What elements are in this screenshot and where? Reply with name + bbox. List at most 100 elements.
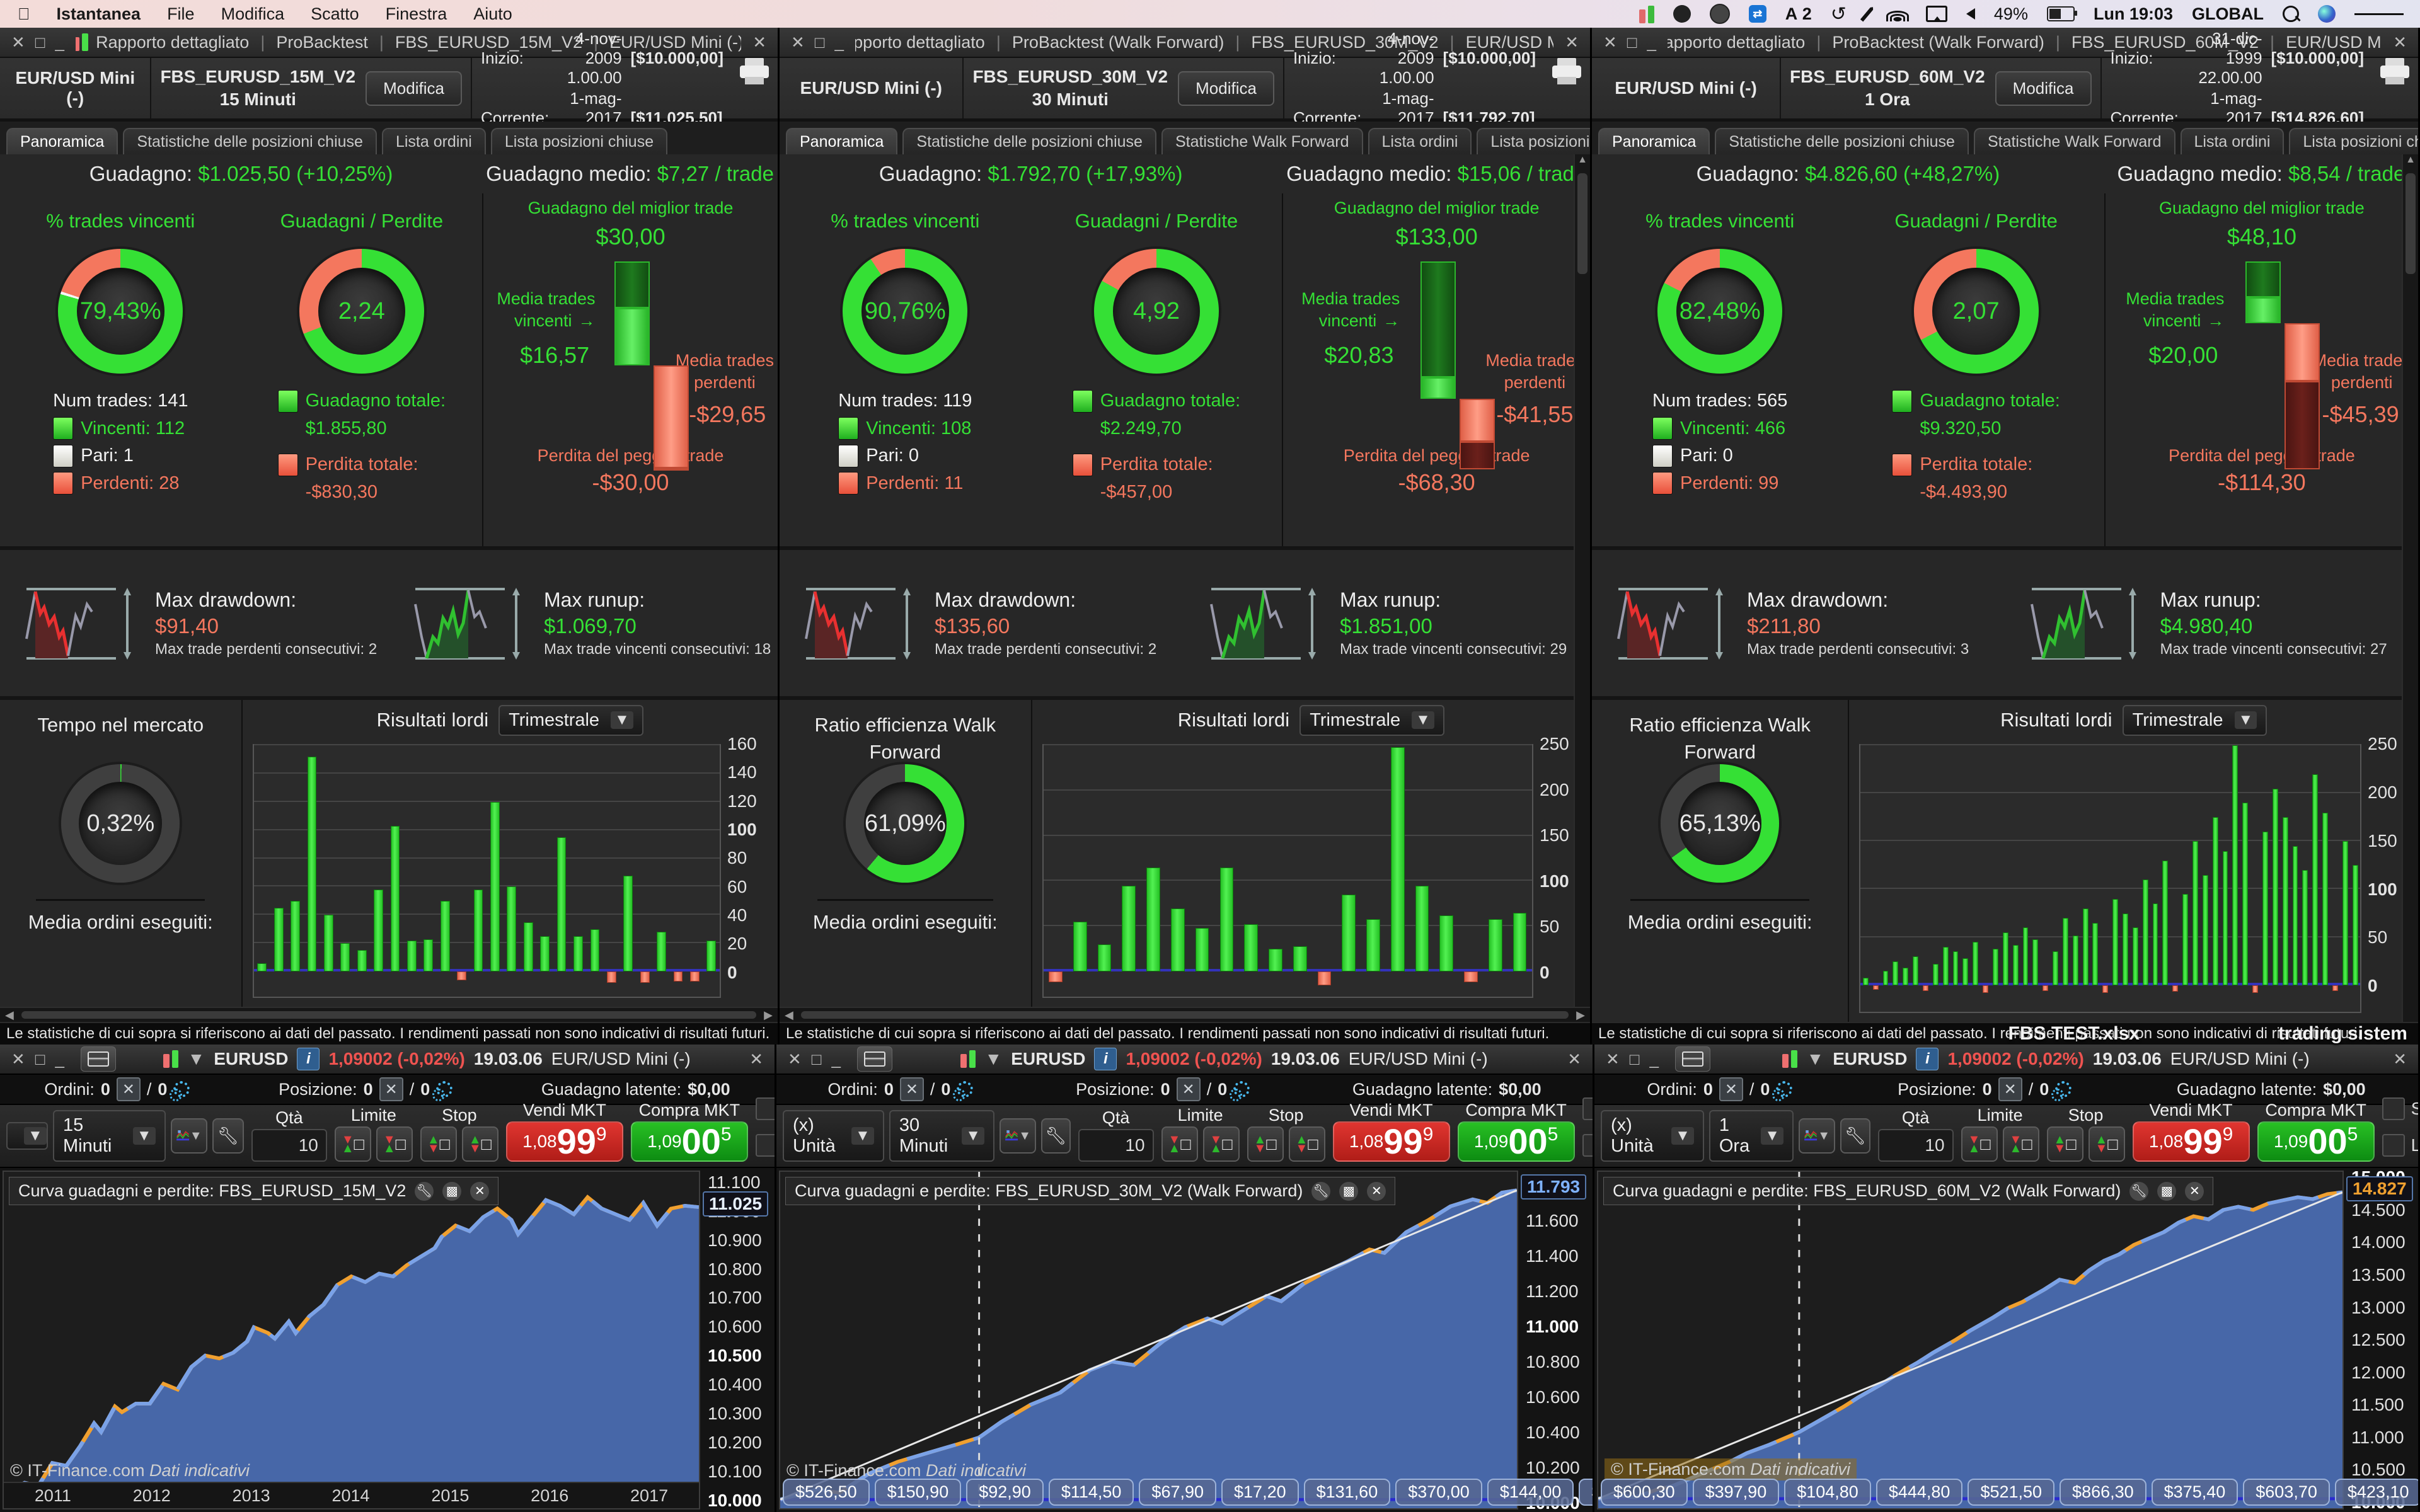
stop-checkbox[interactable] (755, 1097, 775, 1120)
sell-limit-order-button[interactable]: ▼ ▲ □ (1161, 1126, 1198, 1162)
orders-settings-icon[interactable] (953, 1081, 974, 1101)
orders-settings-icon[interactable] (1772, 1081, 1793, 1101)
buy-limit-order-button[interactable]: ▼ ▲ □ (1202, 1126, 1240, 1162)
horizontal-scrollbar[interactable]: ◀ ▶ (780, 1007, 1590, 1022)
maximize-window-icon[interactable]: □ (1629, 1049, 1640, 1068)
wrench-icon[interactable]: 🔧︎ (212, 1118, 244, 1154)
sell-stop-order-button[interactable]: ▲ ▼ □ (2046, 1126, 2083, 1162)
sell-limit-order-button[interactable]: ▼ ▲ □ (1961, 1126, 1998, 1162)
tab-lista-ordini[interactable]: Lista ordini (381, 128, 486, 154)
close-window-icon[interactable]: ✕ (791, 32, 805, 52)
symbol-dropdown-icon[interactable]: ▼ (984, 1049, 1003, 1068)
airplay-icon[interactable] (1925, 6, 1947, 22)
close-position-icon[interactable]: ✕ (1998, 1077, 2022, 1101)
period-dropdown[interactable]: Trimestrale ▼ (498, 704, 643, 736)
sell-market-button[interactable]: 1,08 99 9 (2132, 1121, 2250, 1162)
wrench-icon[interactable]: 🔧︎ (1840, 1118, 1870, 1154)
battery-icon[interactable] (2046, 6, 2077, 21)
vertical-scrollbar[interactable]: ▲ (2402, 154, 2418, 1022)
close-window-icon[interactable]: ✕ (1565, 32, 1579, 52)
tab-statistiche-walk-forward[interactable]: Statistiche Walk Forward (1161, 128, 1363, 154)
buy-stop-order-button[interactable]: ▲ ▼ □ (1288, 1126, 1325, 1162)
tab-statistiche-walk-forward[interactable]: Statistiche Walk Forward (1973, 128, 2175, 154)
app-status-icon[interactable] (1673, 5, 1691, 23)
spotlight-icon[interactable] (2283, 6, 2299, 22)
minimize-window-icon[interactable]: _ (831, 1049, 841, 1068)
maximize-window-icon[interactable]: □ (35, 1049, 45, 1068)
buy-stop-order-button[interactable]: ▲ ▼ □ (2088, 1126, 2125, 1162)
period-dropdown[interactable]: Trimestrale ▼ (2122, 704, 2267, 736)
pencil-icon[interactable] (1860, 6, 1875, 21)
scroll-right-icon[interactable]: ▶ (1576, 1008, 1585, 1021)
close-window-icon[interactable]: ✕ (11, 1049, 25, 1068)
maximize-window-icon[interactable]: □ (814, 32, 825, 52)
menu-aiuto[interactable]: Aiuto (461, 4, 512, 23)
cancel-orders-icon[interactable]: ✕ (899, 1077, 924, 1101)
wifi-icon[interactable] (1886, 6, 1909, 21)
tab-panoramica[interactable]: Panoramica (6, 128, 118, 154)
tab-lista-posizioni-chiuse[interactable]: Lista posizioni chiuse (2289, 128, 2418, 154)
vertical-scrollbar[interactable]: ▲ (1574, 154, 1590, 1007)
stop-checkbox[interactable] (1582, 1097, 1593, 1120)
minimize-window-icon[interactable]: _ (55, 32, 64, 52)
buy-market-button[interactable]: 1,09 00 5 (630, 1121, 748, 1162)
buy-market-button[interactable]: 1,09 00 5 (2257, 1121, 2375, 1162)
buy-stop-order-button[interactable]: ▲ ▼ □ (461, 1126, 498, 1162)
close-window-icon[interactable]: ✕ (1606, 1049, 1620, 1068)
wrench-icon[interactable]: 🔧︎ (1041, 1118, 1071, 1154)
scroll-right-icon[interactable]: ▶ (764, 1008, 773, 1021)
close-window-icon[interactable]: ✕ (752, 32, 766, 52)
close-icon[interactable]: ✕ (2185, 1181, 2204, 1201)
wrench-icon[interactable]: 🔧︎ (1311, 1181, 1331, 1201)
tab-lista-ordini[interactable]: Lista ordini (2180, 128, 2285, 154)
siri-icon[interactable] (2318, 5, 2336, 23)
wrench-icon[interactable]: 🔧︎ (2129, 1181, 2149, 1201)
teamviewer-icon[interactable]: ⇄ (1748, 5, 1766, 23)
keyboard-icon[interactable] (856, 1046, 892, 1072)
equity-plot[interactable]: Curva guadagni e perdite: FBS_EURUSD_30M… (779, 1171, 1593, 1509)
volume-icon[interactable] (1966, 8, 1975, 20)
duplicate-icon[interactable]: ▩ (1339, 1181, 1359, 1201)
sell-market-button[interactable]: 1,08 99 9 (505, 1121, 623, 1162)
print-icon[interactable] (739, 58, 771, 86)
maximize-window-icon[interactable]: □ (1627, 32, 1637, 52)
units-dropdown[interactable]: ▼ (6, 1122, 48, 1150)
close-icon[interactable]: ✕ (470, 1181, 490, 1201)
input-source[interactable]: GLOBAL (2192, 4, 2264, 23)
time-machine-icon[interactable]: ↺ (1830, 3, 1847, 25)
sell-stop-order-button[interactable]: ▲ ▼ □ (420, 1126, 457, 1162)
position-settings-icon[interactable] (2051, 1081, 2072, 1101)
wrench-icon[interactable]: 🔧︎ (415, 1181, 434, 1201)
chart-app-menu-icon[interactable] (1639, 4, 1654, 23)
menu-app-name[interactable]: Istantanea (44, 4, 141, 23)
position-settings-icon[interactable] (1230, 1081, 1250, 1101)
units-dropdown[interactable]: (x) Unità ▼ (1601, 1110, 1704, 1162)
timeframe-dropdown[interactable]: 30 Minuti ▼ (889, 1110, 994, 1162)
info-icon[interactable]: i (1916, 1048, 1939, 1070)
scroll-left-icon[interactable]: ◀ (785, 1008, 793, 1021)
equity-plot[interactable]: Curva guadagni e perdite: FBS_EURUSD_15M… (3, 1171, 700, 1509)
keyboard-icon[interactable] (1674, 1046, 1710, 1072)
buy-market-button[interactable]: 1,09 00 5 (1457, 1121, 1575, 1162)
price-axis[interactable]: 15.00014.50014.00013.50013.00012.50012.0… (2344, 1167, 2418, 1512)
apple-menu-icon[interactable]:  (18, 4, 30, 24)
info-icon[interactable]: i (1094, 1048, 1117, 1070)
close-window-icon[interactable]: ✕ (749, 1049, 763, 1068)
adobe-badge[interactable]: A 2 (1785, 4, 1812, 23)
horizontal-scrollbar[interactable]: ◀ ▶ (0, 1007, 778, 1022)
price-axis[interactable]: 11.600 11.400 11.200 11.000 10.800 10.600 10.4… (1518, 1168, 1593, 1512)
close-position-icon[interactable]: ✕ (379, 1077, 403, 1101)
menu-scatto[interactable]: Scatto (298, 4, 359, 23)
cancel-orders-icon[interactable]: ✕ (116, 1077, 141, 1101)
units-dropdown[interactable]: (x) Unità ▼ (783, 1110, 884, 1162)
buy-limit-order-button[interactable]: ▼ ▲ □ (2002, 1126, 2039, 1162)
modify-button[interactable]: Modifica (366, 71, 462, 106)
tab-lista-posizioni-chiuse[interactable]: Lista posizioni chiuse (1477, 128, 1590, 154)
menu-finestra[interactable]: Finestra (373, 4, 447, 23)
modify-button[interactable]: Modifica (1995, 71, 2092, 106)
tab-statistiche-delle-posizioni-chiuse[interactable]: Statistiche delle posizioni chiuse (902, 128, 1156, 154)
buy-limit-order-button[interactable]: ▼ ▲ □ (376, 1126, 413, 1162)
symbol-dropdown-icon[interactable]: ▼ (187, 1049, 205, 1068)
close-window-icon[interactable]: ✕ (2393, 32, 2407, 52)
menubar-clock[interactable]: Lun 19:03 (2093, 4, 2173, 23)
